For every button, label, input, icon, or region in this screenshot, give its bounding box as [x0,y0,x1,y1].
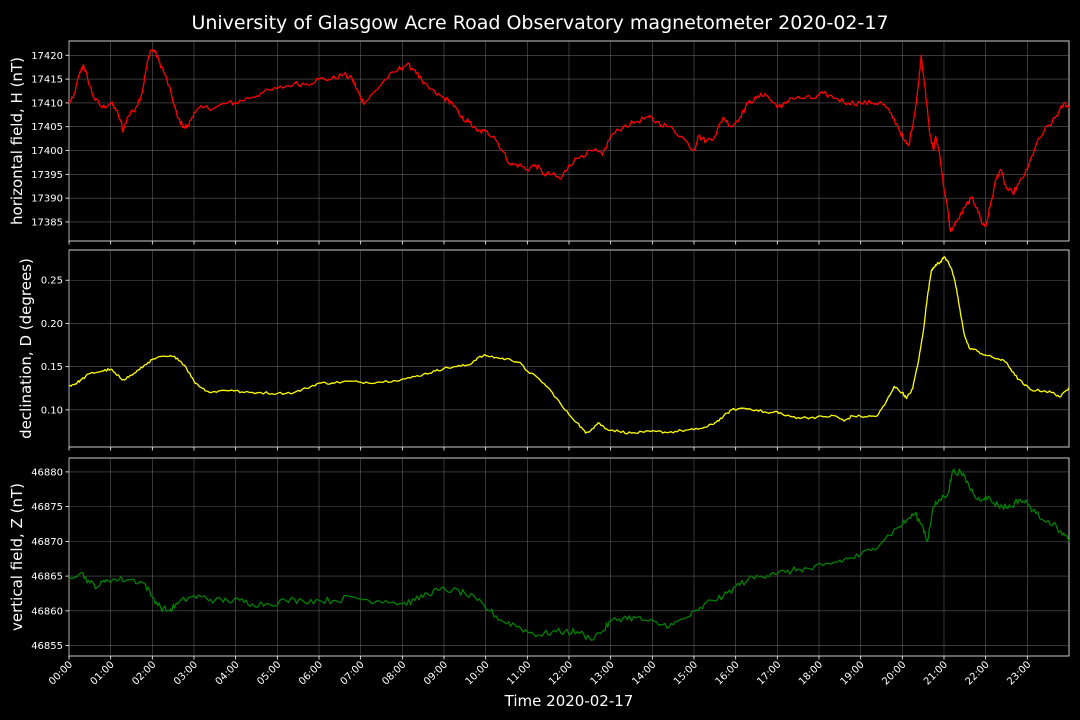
x-tick-label: 03:00 [172,659,200,687]
x-tick-label: 07:00 [339,659,367,687]
y-axis-label: vertical field, Z (nT) [8,483,26,631]
x-tick-label: 22:00 [964,659,992,687]
x-tick-label: 02:00 [130,659,158,687]
x-tick-label: 04:00 [214,659,242,687]
y-tick-label: 17385 [31,217,63,228]
x-tick-label: 17:00 [755,659,783,687]
y-tick-label: 46870 [31,537,63,548]
x-tick-label: 00:00 [47,659,75,687]
y-tick-label: 17405 [31,122,63,133]
x-tick-label: 09:00 [422,659,450,687]
x-tick-label: 13:00 [589,659,617,687]
series-line-h [68,48,1070,233]
y-axis-label: horizontal field, H (nT) [8,57,26,225]
x-axis: 00:00 01:00 02:00 03:00 04:00 05:00 06:00 07:00… [47,659,1033,687]
series-line-z [68,468,1070,642]
x-tick-label: 16:00 [714,659,742,687]
y-tick-label: 46865 [31,572,63,583]
y-tick-label: 46880 [31,467,63,478]
x-tick-label: 18:00 [797,659,825,687]
x-tick-label: 05:00 [255,659,283,687]
x-tick-label: 01:00 [89,659,117,687]
x-tick-label: 21:00 [922,659,950,687]
series-line-d [68,256,1070,435]
panel-z: 46855 46860 46865 46870 46875 46880 vertical f… [8,457,1070,660]
y-tick-label: 46860 [31,606,63,617]
y-tick-label: 17390 [31,194,63,205]
x-tick-label: 23:00 [1005,659,1033,687]
y-tick-label: 17410 [31,98,63,109]
x-tick-label: 15:00 [672,659,700,687]
x-tick-label: 06:00 [297,659,325,687]
panel-h: 17385 17390 17395 17400 17405 17410 17415 17420… [8,40,1070,245]
x-tick-label: 14:00 [630,659,658,687]
x-tick-label: 11:00 [505,659,533,687]
x-tick-label: 12:00 [547,659,575,687]
y-tick-label: 17400 [31,146,63,157]
y-tick-label: 0.20 [41,319,63,330]
x-axis-label: Time 2020-02-17 [504,692,634,710]
y-tick-label: 46875 [31,502,63,513]
x-tick-label: 10:00 [464,659,492,687]
y-tick-label: 0.15 [41,362,63,373]
y-tick-label: 17420 [31,51,63,62]
y-tick-label: 0.10 [41,405,63,416]
chart-title: University of Glasgow Acre Road Observat… [191,12,888,34]
y-tick-label: 0.25 [41,276,63,287]
x-tick-label: 20:00 [880,659,908,687]
x-tick-label: 19:00 [839,659,867,687]
x-tick-label: 08:00 [380,659,408,687]
y-tick-label: 46855 [31,641,63,652]
y-tick-label: 17415 [31,75,63,86]
y-axis-label: declination, D (degrees) [17,258,35,439]
y-tick-label: 17395 [31,170,63,181]
panel-d: 0.10 0.15 0.20 0.25 declination, D (degrees) [17,249,1070,451]
